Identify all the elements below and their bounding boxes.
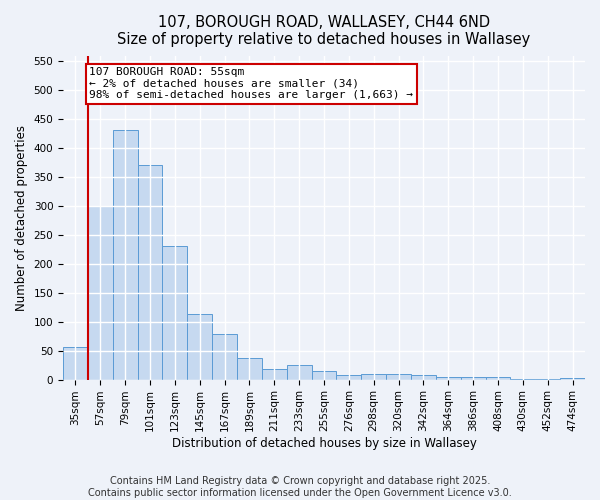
- Bar: [436, 378, 461, 380]
- Bar: [386, 374, 411, 380]
- Bar: [361, 374, 386, 380]
- Bar: [63, 346, 88, 380]
- Bar: [237, 358, 262, 380]
- Text: 107 BOROUGH ROAD: 55sqm
← 2% of detached houses are smaller (34)
98% of semi-det: 107 BOROUGH ROAD: 55sqm ← 2% of detached…: [89, 67, 413, 100]
- Title: 107, BOROUGH ROAD, WALLASEY, CH44 6ND
Size of property relative to detached hous: 107, BOROUGH ROAD, WALLASEY, CH44 6ND Si…: [118, 15, 530, 48]
- Y-axis label: Number of detached properties: Number of detached properties: [15, 124, 28, 310]
- Bar: [88, 206, 113, 380]
- X-axis label: Distribution of detached houses by size in Wallasey: Distribution of detached houses by size …: [172, 437, 476, 450]
- Bar: [511, 379, 535, 380]
- Bar: [337, 375, 361, 380]
- Bar: [262, 368, 287, 380]
- Bar: [163, 246, 187, 380]
- Text: Contains HM Land Registry data © Crown copyright and database right 2025.
Contai: Contains HM Land Registry data © Crown c…: [88, 476, 512, 498]
- Bar: [137, 166, 163, 380]
- Bar: [113, 130, 137, 380]
- Bar: [287, 364, 311, 380]
- Bar: [535, 379, 560, 380]
- Bar: [461, 376, 485, 380]
- Bar: [187, 314, 212, 380]
- Bar: [212, 334, 237, 380]
- Bar: [411, 375, 436, 380]
- Bar: [560, 378, 585, 380]
- Bar: [485, 376, 511, 380]
- Bar: [311, 371, 337, 380]
